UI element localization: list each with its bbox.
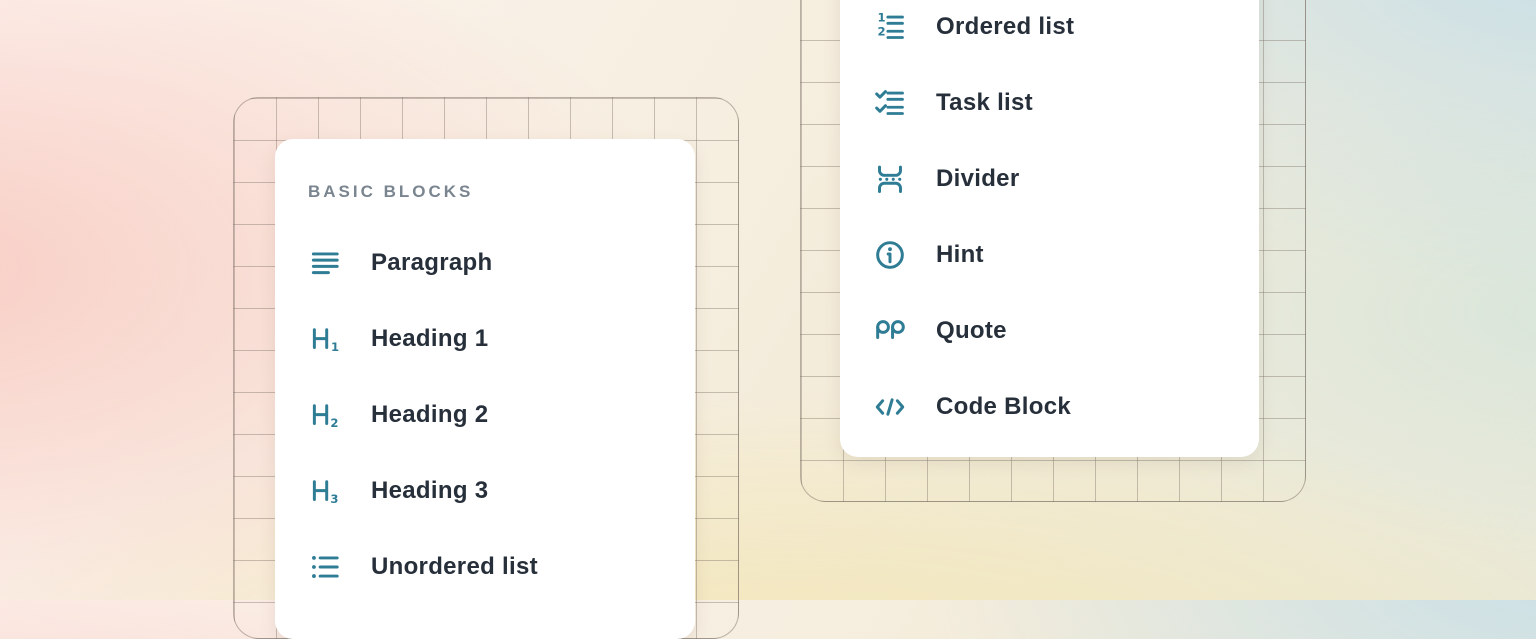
heading-2-icon: 2 <box>307 397 343 433</box>
menu-item-heading-1[interactable]: 1 Heading 1 <box>275 301 695 377</box>
advanced-blocks-menu: 1 2 Ordered list Task list Divider Hint Quote C… <box>840 0 1259 457</box>
divider-icon <box>872 161 908 197</box>
basic-blocks-list: Paragraph 1 Heading 1 2 Heading 2 3 Heading 3 U… <box>275 225 695 605</box>
menu-item-label: Paragraph <box>371 249 493 276</box>
menu-item-label: Code Block <box>936 393 1072 420</box>
menu-item-label: Unordered list <box>371 553 538 580</box>
svg-text:2: 2 <box>330 416 338 430</box>
code-block-icon <box>872 389 908 425</box>
menu-item-label: Hint <box>936 241 984 268</box>
menu-item-label: Task list <box>936 89 1033 116</box>
svg-text:1: 1 <box>878 10 886 24</box>
basic-blocks-menu: BASIC BLOCKS Paragraph 1 Heading 1 2 Heading… <box>275 139 695 639</box>
menu-item-label: Quote <box>936 317 1007 344</box>
menu-item-quote[interactable]: Quote <box>840 293 1259 369</box>
svg-text:1: 1 <box>331 340 339 354</box>
menu-item-ordered-list[interactable]: 1 2 Ordered list <box>840 0 1259 65</box>
hint-icon <box>872 237 908 273</box>
advanced-blocks-list: 1 2 Ordered list Task list Divider Hint Quote C… <box>840 0 1259 445</box>
unordered-list-icon <box>307 549 343 585</box>
heading-3-icon: 3 <box>307 473 343 509</box>
menu-item-label: Heading 1 <box>371 325 489 352</box>
menu-item-task-list[interactable]: Task list <box>840 65 1259 141</box>
menu-item-hint[interactable]: Hint <box>840 217 1259 293</box>
menu-item-label: Heading 3 <box>371 477 489 504</box>
heading-1-icon: 1 <box>307 321 343 357</box>
quote-icon <box>872 313 908 349</box>
menu-item-label: Heading 2 <box>371 401 489 428</box>
menu-item-paragraph[interactable]: Paragraph <box>275 225 695 301</box>
menu-item-divider[interactable]: Divider <box>840 141 1259 217</box>
menu-item-code-block[interactable]: Code Block <box>840 369 1259 445</box>
svg-text:3: 3 <box>330 492 338 506</box>
basic-blocks-header: BASIC BLOCKS <box>308 182 474 201</box>
menu-item-label: Divider <box>936 165 1020 192</box>
menu-item-heading-3[interactable]: 3 Heading 3 <box>275 453 695 529</box>
svg-text:2: 2 <box>878 25 886 39</box>
task-list-icon <box>872 85 908 121</box>
menu-item-heading-2[interactable]: 2 Heading 2 <box>275 377 695 453</box>
paragraph-icon <box>307 245 343 281</box>
menu-item-label: Ordered list <box>936 13 1075 40</box>
menu-item-unordered-list[interactable]: Unordered list <box>275 529 695 605</box>
